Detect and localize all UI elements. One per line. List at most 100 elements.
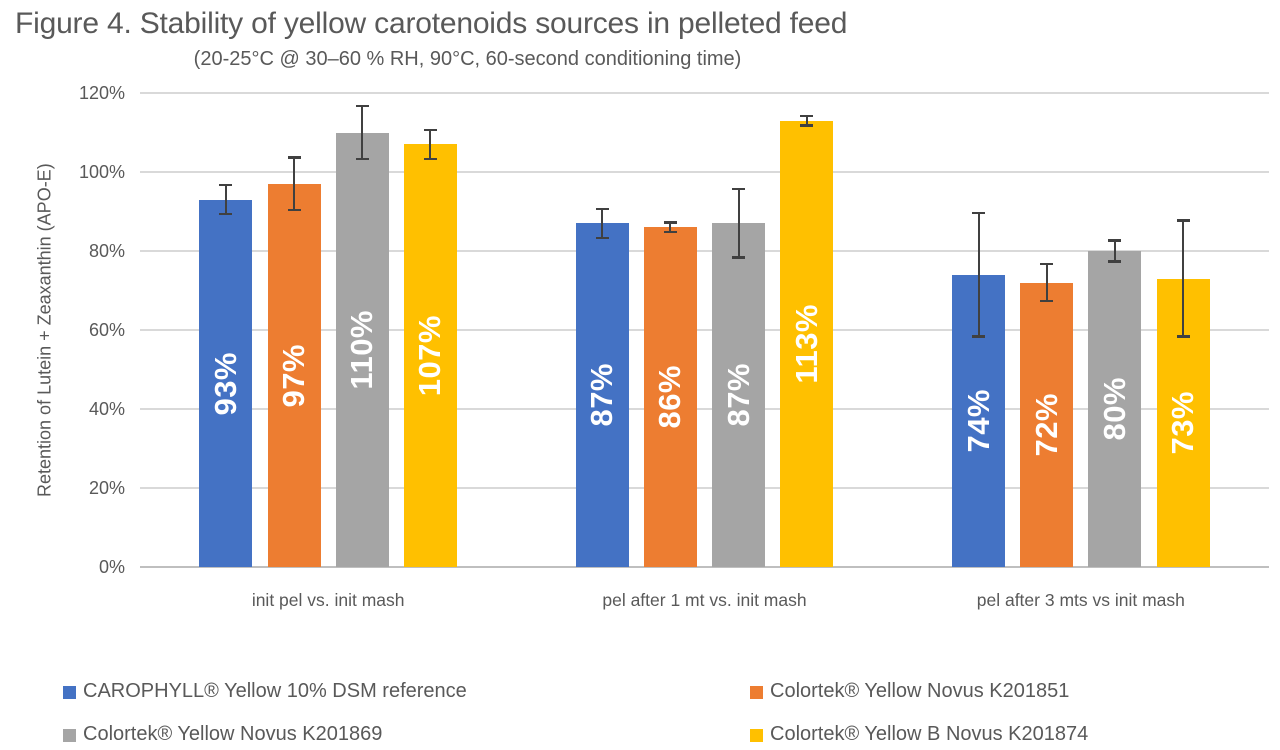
error-bar [595, 207, 609, 240]
error-bar-line [1113, 239, 1116, 263]
y-tick-label: 40% [88, 399, 125, 419]
error-bar-bottom-cap [800, 124, 814, 127]
legend-item-series3: Colortek® Yellow Novus K201869 [63, 723, 382, 746]
bar-series1-group1: 93% [199, 199, 253, 567]
legend-label: CAROPHYLL® Yellow 10% DSM reference [83, 680, 467, 702]
gridline-60% [140, 329, 1269, 331]
gridline-40% [140, 408, 1269, 410]
error-bar-bottom-cap [423, 157, 437, 161]
figure-title: Figure 4. Stability of yellow carotenoid… [15, 7, 848, 40]
bar-value-text: 86% [652, 365, 688, 429]
bar-value-label: 72% [1020, 283, 1073, 567]
gridline-80% [140, 250, 1269, 252]
gridline-20% [140, 487, 1269, 489]
error-bar-top-cap [732, 187, 746, 191]
y-tick-label: 100% [78, 162, 125, 182]
bar-series2-group1: 97% [267, 183, 321, 567]
error-bar [355, 104, 369, 161]
bar-value-label: 80% [1088, 251, 1141, 567]
error-bar [663, 221, 677, 234]
error-bar-top-cap [1040, 262, 1054, 266]
legend-marker-swatch [63, 729, 76, 742]
error-bar-bottom-cap [287, 208, 301, 212]
x-axis-line [140, 566, 1269, 568]
bar-value-text: 107% [412, 315, 448, 397]
bar-series4-group1: 107% [403, 144, 457, 567]
bar-series3-group2: 87% [712, 223, 766, 567]
error-bar-line [1045, 262, 1048, 303]
bar-value-text: 110% [344, 309, 380, 390]
error-bar-bottom-cap [1108, 260, 1122, 263]
error-bar [287, 156, 301, 212]
error-bar-line [361, 104, 364, 161]
error-bar [972, 211, 986, 338]
bar-series4-group2: 113% [780, 120, 834, 567]
error-bar-top-cap [972, 211, 986, 214]
error-bar-line [601, 207, 604, 240]
bar-value-text: 93% [207, 351, 243, 416]
error-bar-top-cap [1108, 239, 1122, 242]
error-bar-bottom-cap [972, 335, 986, 338]
error-bar-top-cap [663, 221, 677, 224]
gridline-100% [140, 171, 1269, 173]
bar-series3-group3: 80% [1088, 251, 1142, 567]
error-bar [1108, 239, 1122, 263]
y-tick-label: 20% [88, 478, 125, 498]
bar-value-label: 86% [644, 227, 697, 567]
bar-value-label: 87% [576, 223, 629, 567]
legend-marker-swatch [750, 729, 763, 742]
y-tick-label: 120% [78, 83, 125, 103]
error-bar [423, 128, 437, 161]
error-bar-top-cap [800, 114, 814, 118]
error-bar-top-cap [219, 183, 233, 187]
category-label: init pel vs. init mash [251, 590, 405, 610]
error-bar-line [737, 187, 740, 259]
legend-label: Colortek® Yellow B Novus K201874 [770, 723, 1089, 745]
error-bar-line [669, 221, 672, 234]
error-bar [800, 114, 814, 127]
plot-area: 93% 97% 110% 107% 87% 86% 87% 113% 74% 72% 80% 73% [140, 92, 1269, 568]
bar-series2-group2: 86% [643, 227, 697, 567]
error-bar-top-cap [355, 104, 369, 108]
bar-series1-group2: 87% [575, 223, 629, 567]
gridline-120% [140, 92, 1269, 94]
legend-item-series2: Colortek® Yellow Novus K201851 [750, 680, 1069, 703]
bar-series2-group3: 72% [1020, 282, 1074, 567]
bar-value-label: 97% [268, 184, 321, 567]
bar-value-label: 107% [404, 144, 457, 567]
y-tick-label: 60% [88, 320, 125, 340]
legend-item-series1: CAROPHYLL® Yellow 10% DSM reference [63, 680, 467, 703]
error-bar-bottom-cap [219, 212, 233, 216]
error-bar-top-cap [595, 207, 609, 211]
bar-value-text: 113% [788, 304, 824, 384]
legend-item-series4: Colortek® Yellow B Novus K201874 [750, 723, 1088, 746]
error-bar [732, 187, 746, 259]
bar-value-label: 87% [712, 223, 765, 567]
category-label: pel after 3 mts vs init mash [976, 590, 1185, 610]
error-bar-top-cap [1176, 219, 1190, 222]
error-bar [1040, 262, 1054, 303]
bar-value-text: 97% [276, 343, 312, 408]
error-bar-bottom-cap [1176, 335, 1190, 338]
error-bar-bottom-cap [732, 256, 746, 259]
legend-marker-swatch [63, 686, 76, 699]
y-tick-label: 0% [98, 557, 125, 577]
bar-value-text: 80% [1096, 377, 1132, 441]
error-bar-bottom-cap [1040, 299, 1054, 303]
error-bar-line [805, 114, 808, 127]
error-bar-bottom-cap [663, 230, 677, 234]
bar-value-text: 87% [720, 363, 756, 427]
figure-subtitle: (20-25°C @ 30–60 % RH, 90°C, 60-second c… [193, 48, 742, 70]
error-bar-line [1182, 219, 1185, 338]
error-bar-line [429, 128, 432, 161]
bar-value-text: 74% [960, 389, 996, 453]
bar-value-text: 87% [584, 363, 620, 427]
y-tick-label: 80% [88, 241, 125, 261]
error-bar [219, 183, 233, 216]
bar-value-text: 72% [1028, 393, 1064, 457]
error-bar-bottom-cap [595, 236, 609, 240]
error-bar-bottom-cap [355, 157, 369, 161]
error-bar-line [293, 156, 296, 212]
error-bar-line [977, 211, 980, 338]
